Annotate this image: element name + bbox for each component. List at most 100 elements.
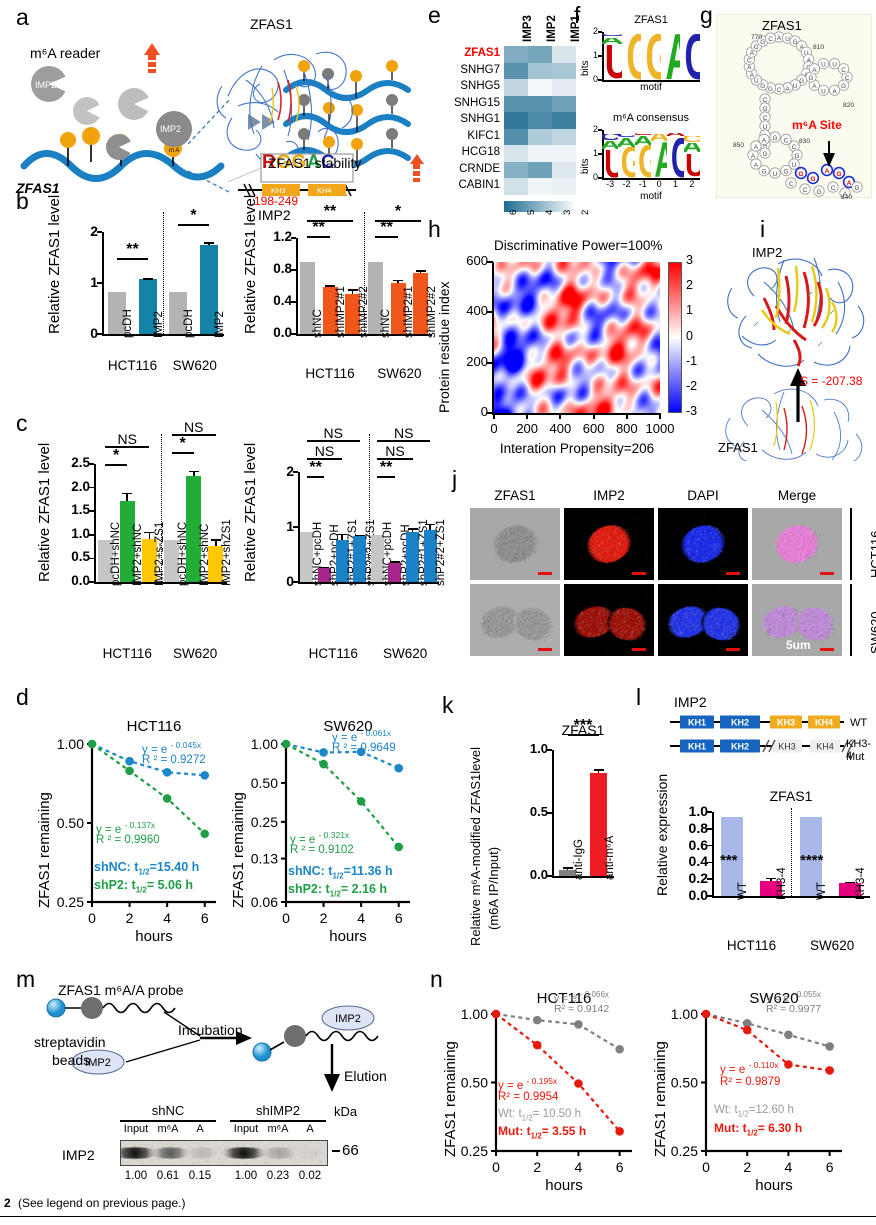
svg-text:G: G — [762, 169, 767, 176]
group-label: SW620 — [365, 646, 445, 661]
scale-bar — [726, 648, 740, 651]
y-tick-label: 1.0 — [666, 803, 708, 819]
scale-bar — [632, 572, 646, 575]
significance-label: NS — [302, 443, 346, 459]
heatmap-cell — [504, 46, 528, 63]
h-x-tick — [626, 413, 628, 419]
svg-text:KH3: KH3 — [777, 718, 795, 728]
heatmap-cell — [504, 63, 528, 80]
d-left-xlabel: hours — [92, 928, 216, 945]
m-elution-label: Elution — [344, 1068, 387, 1084]
error-cap — [211, 539, 221, 541]
panel-h-heatmap: Discriminative Power=100% 600 400 200 0 0 200 4… — [432, 236, 712, 461]
panel-a-stability-label: ZFAS1 stability — [268, 155, 361, 171]
svg-text:KH4: KH4 — [317, 186, 332, 195]
micrograph-image — [564, 584, 654, 656]
heatmap-cell — [528, 79, 552, 96]
logo-glyph: C — [685, 34, 696, 80]
decay-annotation: shNC: t1/2=15.40 h — [94, 860, 199, 877]
significance-label: ** — [365, 219, 409, 237]
panel-c-letter: c — [16, 412, 28, 435]
y-tick-label: 2.5 — [48, 455, 90, 470]
svg-text:0: 0 — [492, 1159, 500, 1175]
svg-text:810: 810 — [813, 44, 824, 51]
significance-label: NS — [105, 431, 149, 447]
logo-glyph: A — [602, 38, 622, 45]
bar-category-label: IMP2+shZS1 — [221, 519, 233, 586]
panel-b-left-chart: 2 1 0 pcDH IMP2 pcDH IMP2 ** * Relative ZFAS1 lev… — [40, 206, 230, 396]
y-axis — [712, 812, 714, 896]
svg-text:G: G — [855, 185, 860, 192]
micrograph-col-header: Merge — [752, 488, 842, 503]
svg-text:KH4: KH4 — [815, 718, 833, 728]
decay-ylabel: ZFAS1 remaining — [442, 1041, 459, 1157]
svg-text:KH2: KH2 — [731, 718, 749, 728]
svg-text:U: U — [785, 36, 790, 43]
h-heatmap-canvas — [494, 262, 660, 413]
svg-text:A: A — [747, 65, 752, 72]
svg-text:G: G — [817, 189, 822, 196]
svg-text:G: G — [798, 171, 803, 178]
panel-g-structure: AUGAUAGAGUACGGUAACAGGCCGAUAGAUUCCGCUAAGA… — [716, 14, 872, 198]
error-cap — [416, 270, 426, 272]
logo-x-tick-label: 1 — [667, 179, 683, 189]
logo-letter: U — [602, 150, 618, 178]
logo-glyph: U — [685, 154, 699, 178]
heatmap-col-header: IMP3 — [522, 15, 534, 42]
logo-glyph: A — [667, 133, 683, 138]
significance-label: NS — [172, 419, 216, 435]
significance-label: ** — [364, 459, 408, 477]
scale-bar-label: 5um — [786, 638, 811, 652]
logo-letter: U — [602, 45, 622, 80]
svg-text:G: G — [760, 83, 765, 90]
panel-i-bottom-label: ZFAS1 — [718, 440, 758, 455]
heatmap-row-label: ZFAS1 — [430, 47, 500, 59]
heatmap-cell — [552, 79, 576, 96]
colorbar-tick: 4 — [544, 209, 555, 214]
svg-text:A: A — [777, 35, 782, 42]
panel-d-right-chart: 1.00 0.50 0.25 0.13 0.06 0 2 4 6 SW620 ZFAS1 remai… — [228, 702, 418, 952]
decay-ylabel: ZFAS1 remaining — [230, 792, 247, 908]
svg-text:G: G — [809, 75, 814, 82]
decay-xlabel: hours — [496, 1177, 632, 1194]
svg-text:1.00: 1.00 — [57, 736, 84, 752]
svg-text:2: 2 — [320, 910, 328, 926]
m-incubation-label: Incubation — [178, 1022, 243, 1038]
logo-glyph: A — [665, 34, 676, 80]
logo-glyph: C — [602, 134, 618, 141]
panel-i-top-label: IMP2 — [752, 245, 782, 260]
logo-glyph: A — [651, 134, 667, 142]
y-axis — [296, 238, 298, 334]
svg-text:A: A — [754, 144, 759, 151]
svg-text:IMP2: IMP2 — [160, 124, 181, 134]
panel-g-site-label: m⁶A Site — [792, 118, 842, 132]
heatmap-cell — [504, 112, 528, 129]
scale-bar — [538, 648, 552, 651]
bar-category-label: KH3-4 — [855, 867, 867, 900]
logo-letter: A — [651, 134, 667, 142]
logo-letter: A — [667, 133, 683, 138]
svg-text:G: G — [841, 83, 846, 90]
y-tick-label: 0.0 — [506, 867, 548, 882]
m-quant-value: 0.61 — [152, 1170, 184, 1182]
h-colorbar-tick: 2 — [686, 278, 693, 292]
y-tick-label: 2.0 — [48, 479, 90, 494]
micrograph-image — [470, 584, 560, 656]
decay-annotation: y = e - 0.195x — [498, 1076, 557, 1092]
chart-title: ZFAS1 — [552, 722, 614, 738]
h-xlabel: Interation Propensity=206 — [464, 441, 690, 456]
svg-text:4: 4 — [163, 910, 171, 926]
error-cap — [845, 882, 855, 884]
svg-text:C: C — [784, 137, 789, 144]
panel-f-logos: 210UACGGACbitsmotifZFAS1210UACGACGACAACA… — [576, 2, 706, 202]
svg-text:6: 6 — [395, 910, 403, 926]
svg-text:G: G — [763, 151, 768, 158]
svg-text:C: C — [803, 187, 808, 194]
logo-x-tick-label: -1 — [635, 179, 651, 189]
svg-text:6: 6 — [201, 910, 209, 926]
group-separator — [163, 212, 164, 334]
heatmap-cell — [552, 178, 576, 195]
h-x-tick — [559, 413, 561, 419]
svg-text:6: 6 — [826, 1159, 834, 1175]
h-y-axis — [492, 262, 494, 413]
